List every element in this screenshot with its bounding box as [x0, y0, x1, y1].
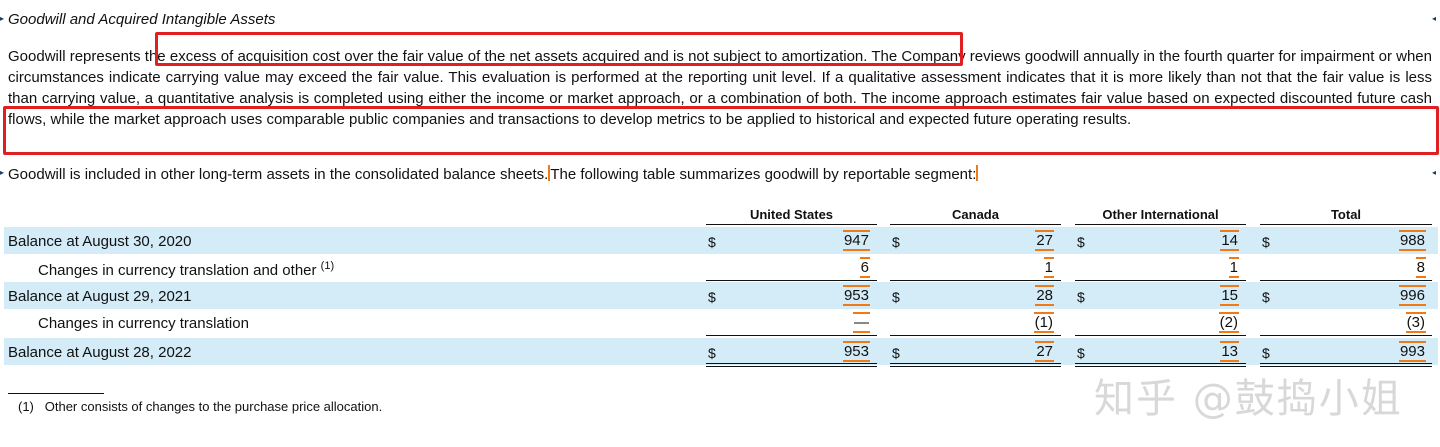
- footnote-rule: [8, 393, 104, 394]
- row-label: Balance at August 30, 2020: [8, 233, 192, 250]
- left-marker-icon: ▸: [0, 14, 5, 23]
- cell-value: 953: [842, 341, 870, 362]
- subtotal-rule: [890, 280, 1061, 281]
- cell-value: 27: [1035, 341, 1054, 362]
- dollar-sign: $: [892, 345, 900, 361]
- total-double-rule: [890, 363, 1061, 367]
- paragraph-text: The following table summarizes goodwill …: [550, 166, 977, 183]
- row-label: Balance at August 28, 2022: [8, 344, 192, 361]
- table-row: Balance at August 28, 2022 $ 953 $ 27 $ …: [4, 338, 1438, 365]
- cell-value: 28: [1035, 285, 1054, 306]
- highlighted-text-2: value based on expected discounted futur…: [8, 90, 1432, 128]
- subtotal-rule: [890, 335, 1061, 336]
- cell-value: (1): [1033, 312, 1054, 333]
- total-double-rule: [1075, 363, 1246, 367]
- cell-value: (2): [1218, 312, 1239, 333]
- right-marker-icon: ◂: [1432, 14, 1437, 23]
- paragraph-text: The Company reviews goodwill annually in…: [8, 48, 1432, 107]
- section-heading: Goodwill and Acquired Intangible Assets: [8, 11, 276, 28]
- total-double-rule: [706, 363, 877, 367]
- cell-value: 13: [1220, 341, 1239, 362]
- subtotal-rule: [1075, 335, 1246, 336]
- column-header-united-states: United States: [706, 207, 877, 225]
- cell-value: (3): [1405, 312, 1426, 333]
- dollar-sign: $: [708, 289, 716, 305]
- subtotal-rule: [1075, 280, 1246, 281]
- cell-value: 996: [1398, 285, 1426, 306]
- highlighted-text-1: he excess of acquisition cost over the f…: [148, 48, 868, 65]
- table-row: Changes in currency translation and othe…: [4, 254, 1438, 281]
- row-label: Balance at August 29, 2021: [8, 288, 192, 305]
- dollar-sign: $: [892, 234, 900, 250]
- highlight-box-2: [3, 106, 1439, 155]
- table-row: Balance at August 30, 2020 $ 947 $ 27 $ …: [4, 227, 1438, 254]
- dollar-sign: $: [1077, 234, 1085, 250]
- watermark: 知乎 @鼓捣小姐: [1094, 376, 1403, 422]
- dollar-sign: $: [892, 289, 900, 305]
- column-header-canada: Canada: [890, 207, 1061, 225]
- cell-value: 15: [1220, 285, 1239, 306]
- column-header-other-international: Other International: [1075, 207, 1246, 225]
- cell-value: 953: [842, 285, 870, 306]
- paragraph-text: Goodwill represents t: [8, 48, 149, 65]
- paragraph-text: Goodwill is included in other long-term …: [8, 166, 549, 183]
- cell-value: 8: [1415, 257, 1426, 278]
- dollar-sign: $: [708, 234, 716, 250]
- dollar-sign: $: [1077, 289, 1085, 305]
- dollar-sign: $: [1262, 289, 1270, 305]
- subtotal-rule: [706, 280, 877, 281]
- footnote-text: Other consists of changes to the purchas…: [44, 399, 383, 414]
- cell-value: 993: [1398, 341, 1426, 362]
- column-header-total: Total: [1260, 207, 1432, 225]
- dollar-sign: $: [708, 345, 716, 361]
- goodwill-paragraph: Goodwill represents the excess of acquis…: [8, 46, 1432, 130]
- subtotal-rule: [1260, 335, 1432, 336]
- right-marker-icon: ◂: [1432, 168, 1437, 177]
- highlight-box-1: [155, 32, 963, 66]
- table-row: Balance at August 29, 2021 $ 953 $ 28 $ …: [4, 282, 1438, 309]
- footnote: (1) Other consists of changes to the pur…: [18, 399, 382, 414]
- footnote-marker: (1): [18, 399, 34, 414]
- cell-value: —: [853, 312, 870, 333]
- cell-value: 14: [1220, 230, 1239, 251]
- cell-value: 27: [1035, 230, 1054, 251]
- cell-value: 6: [859, 257, 870, 278]
- edit-marker: [548, 165, 551, 181]
- cell-value: 1: [1228, 257, 1239, 278]
- subtotal-rule: [1260, 280, 1432, 281]
- dollar-sign: $: [1262, 345, 1270, 361]
- cell-value: 1: [1043, 257, 1054, 278]
- dollar-sign: $: [1077, 345, 1085, 361]
- table-intro-paragraph: Goodwill is included in other long-term …: [8, 164, 979, 185]
- total-double-rule: [1260, 363, 1432, 367]
- row-label: Changes in currency translation and othe…: [38, 260, 335, 279]
- dollar-sign: $: [1262, 234, 1270, 250]
- subtotal-rule: [706, 335, 877, 336]
- left-marker-icon: ▸: [0, 168, 5, 177]
- edit-marker: [976, 165, 979, 181]
- cell-value: 947: [842, 230, 870, 251]
- row-label: Changes in currency translation: [38, 315, 249, 332]
- table-row: Changes in currency translation — (1) (2…: [4, 309, 1438, 336]
- cell-value: 988: [1398, 230, 1426, 251]
